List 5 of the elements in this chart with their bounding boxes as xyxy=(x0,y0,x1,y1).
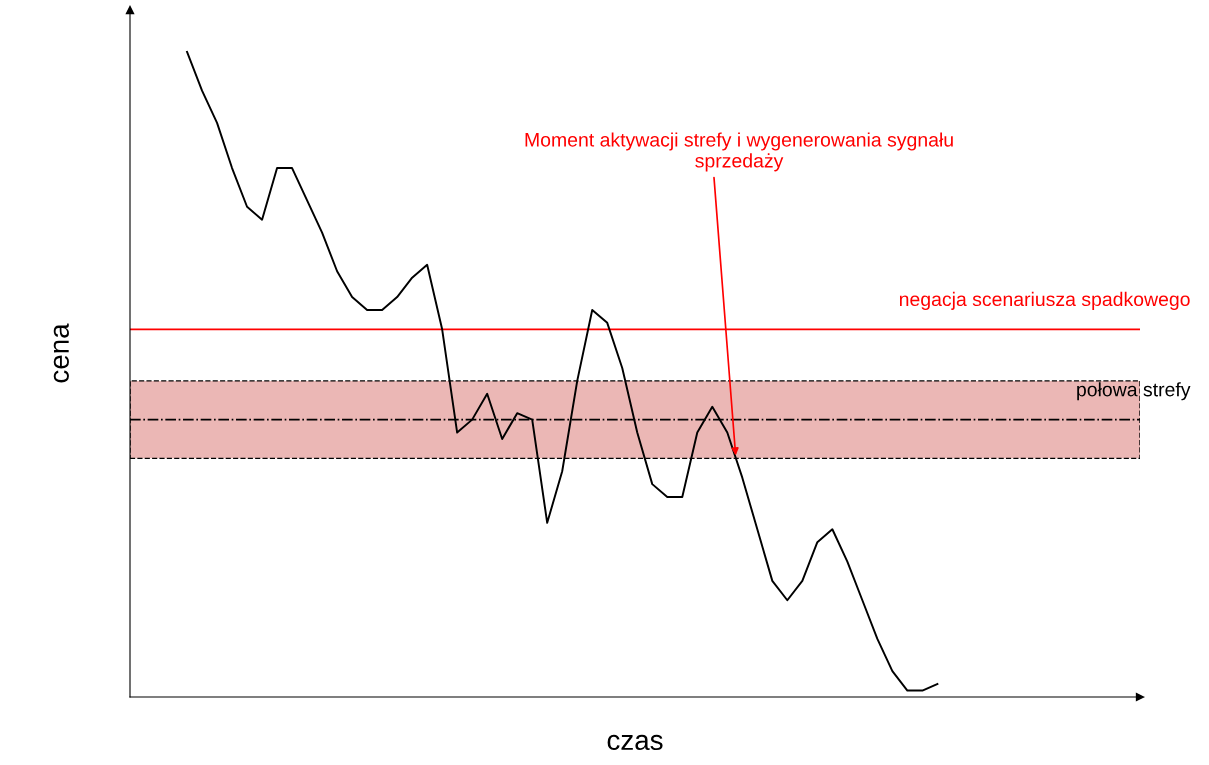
ref-line-label: połowa strefy xyxy=(1077,382,1191,401)
y-axis-title: cena xyxy=(53,323,69,383)
annotation: Moment aktywacji strefy i wygenerowania sygnału sprzedaży xyxy=(525,132,953,172)
x-axis-title: czas xyxy=(607,734,663,751)
ref-line-label: negacja scenariusza spadkowego xyxy=(899,291,1190,310)
